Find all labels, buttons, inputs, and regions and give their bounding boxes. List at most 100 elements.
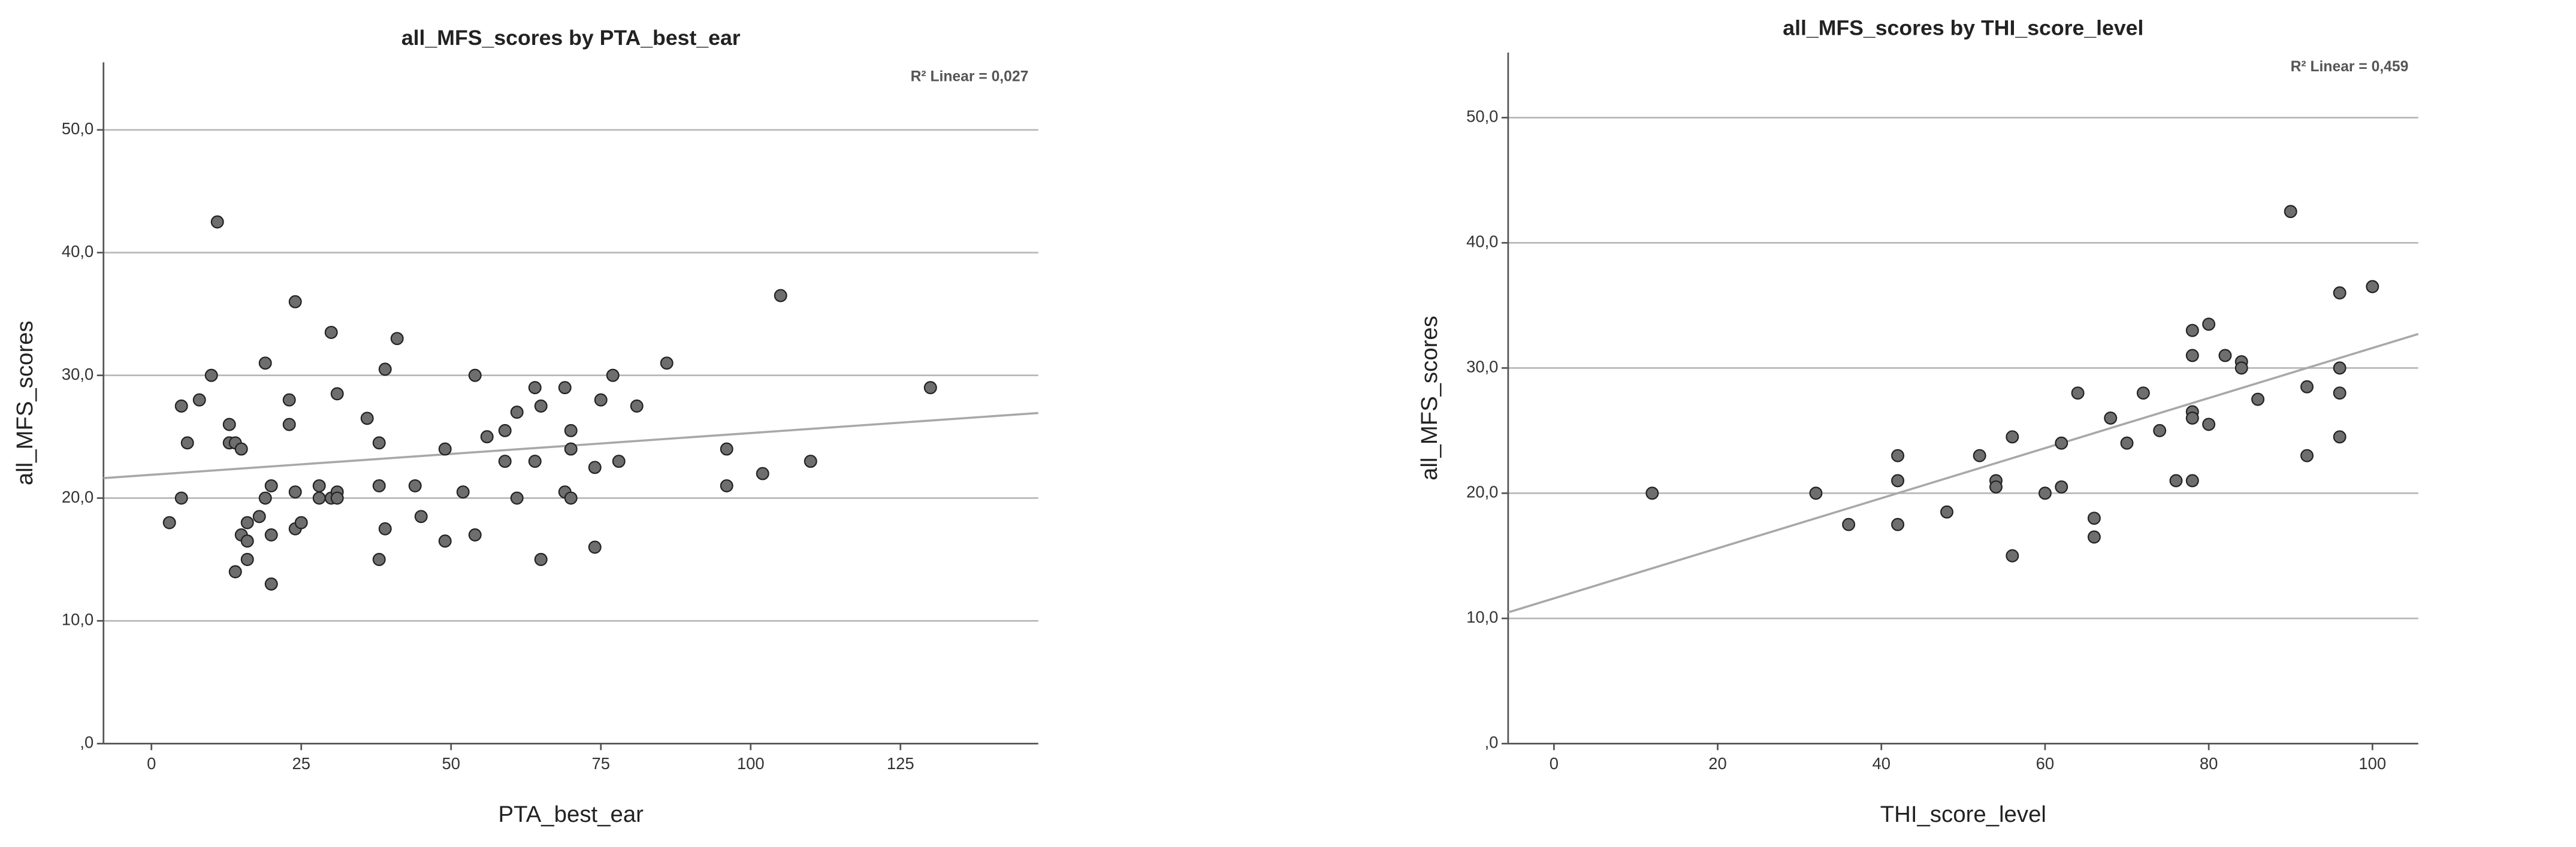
point	[2185, 349, 2199, 362]
point	[2006, 549, 2019, 562]
point	[588, 540, 602, 554]
point	[923, 381, 937, 395]
y-tick-label: 20,0	[1466, 483, 1498, 501]
x-tick-label: 0	[147, 754, 156, 773]
point	[2284, 205, 2297, 219]
y-tick-label: 10,0	[62, 610, 93, 629]
y-tick-label: ,0	[1485, 733, 1499, 752]
point	[2136, 386, 2150, 400]
point	[528, 455, 542, 468]
x-tick-label: 60	[2036, 754, 2054, 773]
point	[1973, 449, 1986, 462]
point	[2218, 349, 2232, 362]
x-tick-label: 80	[2200, 754, 2218, 773]
point	[2169, 474, 2183, 488]
x-tick-label: 100	[737, 754, 765, 773]
point	[252, 510, 266, 524]
point	[510, 406, 524, 419]
r2-annotation: R² Linear = 0,027	[911, 68, 1029, 84]
point	[1891, 518, 1905, 531]
point	[378, 362, 392, 376]
point	[294, 516, 308, 530]
point	[258, 356, 272, 370]
point	[564, 424, 578, 437]
point	[2300, 449, 2314, 462]
point	[438, 534, 452, 548]
point	[2104, 412, 2118, 425]
point	[408, 479, 422, 493]
y-tick-label: 30,0	[62, 365, 93, 383]
point	[564, 442, 578, 456]
point	[480, 430, 494, 444]
point	[804, 455, 817, 468]
point	[162, 516, 176, 530]
point	[2202, 317, 2216, 331]
point	[312, 479, 326, 493]
point	[720, 479, 733, 493]
y-tick-label: 30,0	[1466, 358, 1498, 376]
point	[660, 356, 674, 370]
x-tick-label: 40	[1873, 754, 1891, 773]
point	[564, 491, 578, 505]
point	[630, 399, 644, 413]
point	[438, 442, 452, 456]
point	[240, 534, 254, 548]
point	[174, 399, 188, 413]
x-tick-label: 100	[2358, 754, 2386, 773]
point	[330, 387, 344, 401]
point	[1842, 518, 1856, 531]
point	[1809, 486, 1823, 500]
point	[258, 491, 272, 505]
point	[2055, 480, 2068, 494]
point	[2120, 436, 2134, 450]
point	[2071, 386, 2085, 400]
point	[288, 295, 302, 308]
y-tick-label: 10,0	[1466, 608, 1498, 627]
point	[210, 215, 224, 229]
point	[264, 528, 278, 542]
point	[2087, 530, 2101, 544]
point	[1989, 480, 2003, 494]
x-tick-label: 75	[591, 754, 609, 773]
point	[720, 442, 733, 456]
point	[372, 479, 386, 493]
fit-line	[1508, 332, 2419, 614]
point	[330, 491, 344, 505]
x-tick-label: 20	[1708, 754, 1726, 773]
point	[2300, 380, 2314, 394]
point	[1645, 486, 1659, 500]
point	[312, 491, 326, 505]
y-tick-label: ,0	[80, 733, 93, 752]
point	[282, 393, 296, 407]
point	[558, 381, 572, 395]
y-tick-label: 50,0	[1466, 107, 1498, 126]
point	[180, 436, 194, 450]
point	[240, 516, 254, 530]
point	[534, 553, 548, 566]
point	[2202, 418, 2216, 431]
x-axis-label: PTA_best_ear	[499, 801, 644, 827]
point	[378, 522, 392, 536]
y-tick-label: 40,0	[1466, 232, 1498, 251]
point	[372, 436, 386, 450]
y-tick-label: 20,0	[62, 488, 93, 506]
point	[468, 368, 482, 382]
y-axis-label: all_MFS_scores	[12, 320, 38, 485]
point	[2333, 430, 2347, 444]
point	[498, 455, 512, 468]
y-tick-label: 50,0	[62, 119, 93, 138]
r2-annotation: R² Linear = 0,459	[2291, 59, 2409, 75]
point	[2333, 361, 2347, 375]
point	[2038, 486, 2052, 500]
chart-title: all_MFS_scores by THI_score_level	[1783, 16, 2143, 40]
point	[222, 418, 236, 431]
point	[372, 553, 386, 566]
y-axis-label: all_MFS_scores	[1417, 316, 1442, 480]
point	[324, 325, 338, 339]
point	[2366, 280, 2379, 294]
point	[2251, 392, 2265, 406]
point	[390, 332, 404, 346]
point	[2185, 474, 2199, 488]
point	[204, 368, 218, 382]
point	[2006, 430, 2019, 444]
